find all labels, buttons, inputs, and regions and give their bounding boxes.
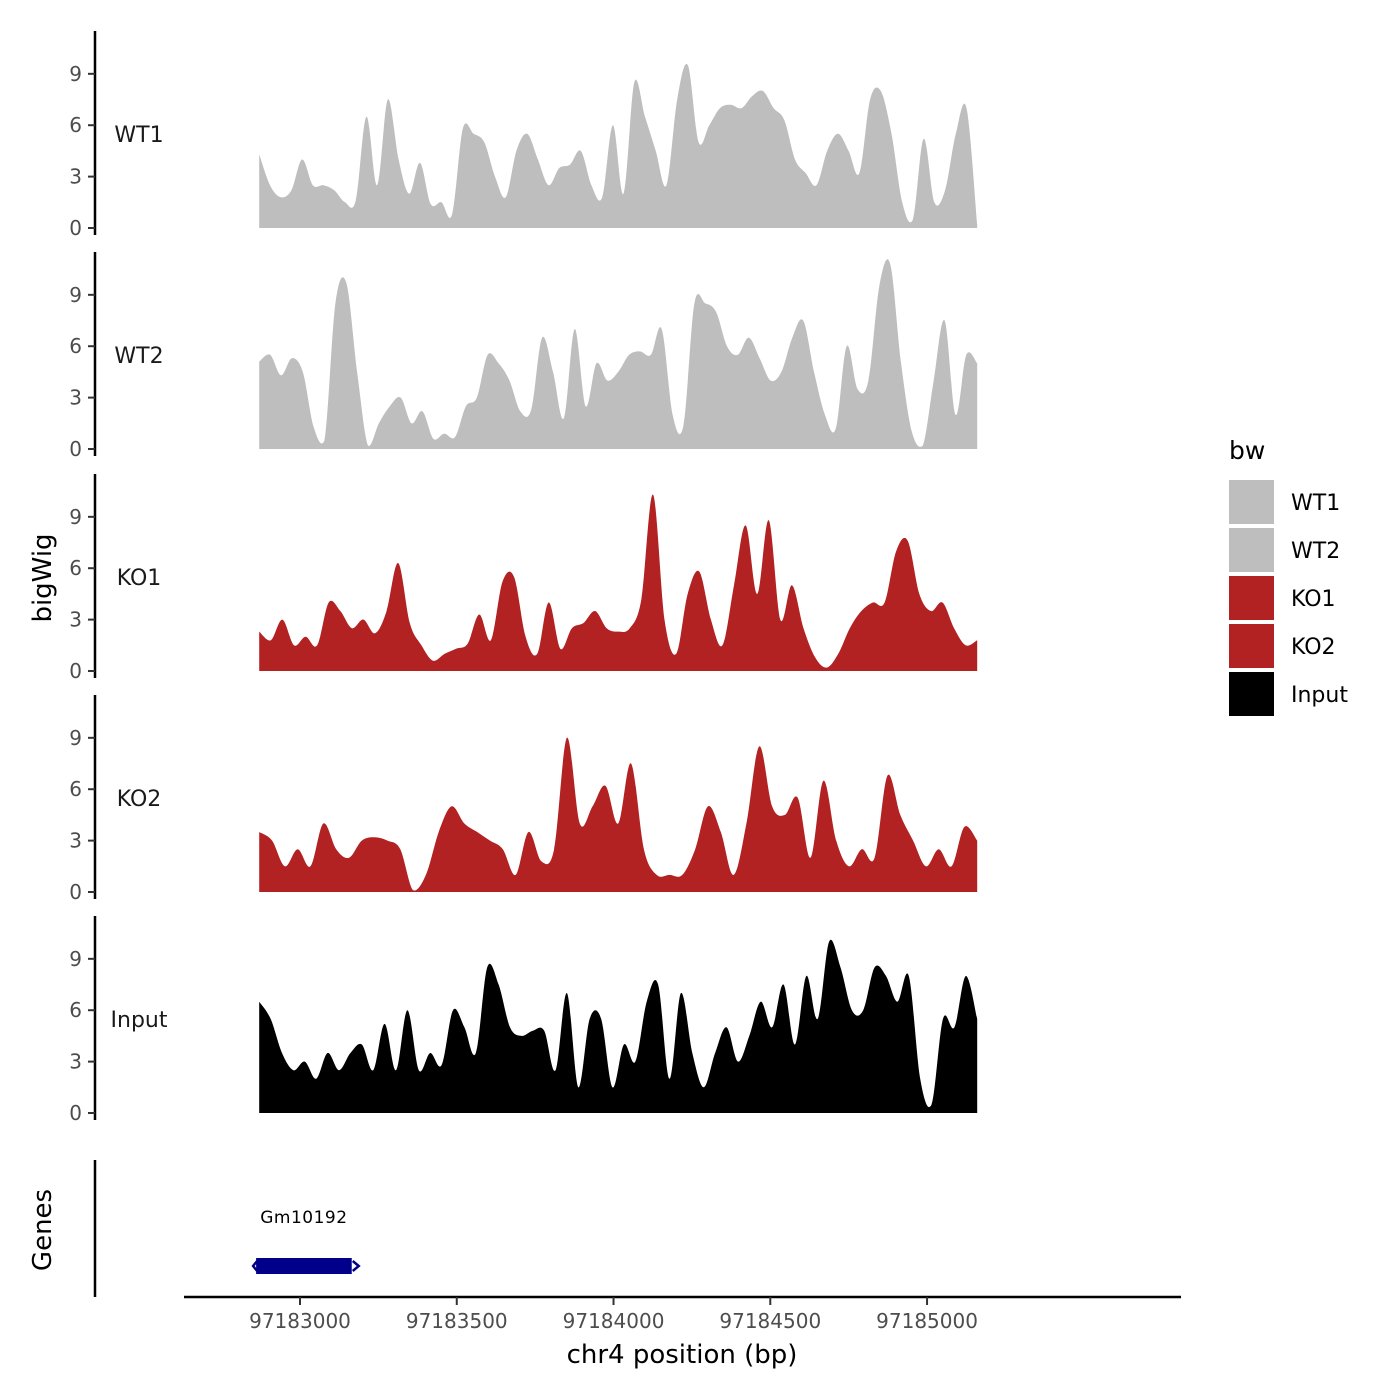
legend-item-wt1: WT1: [1229, 480, 1340, 524]
y-tick-label: 9: [69, 62, 82, 86]
gene-track: Gm10192: [93, 1160, 361, 1297]
legend-label: WT1: [1291, 491, 1340, 516]
area-wt2: [259, 259, 978, 449]
area-input: [259, 939, 978, 1113]
y-tick-label: 9: [69, 505, 82, 529]
legend-title: bw: [1229, 436, 1265, 465]
legend-label: WT2: [1291, 539, 1340, 564]
y-tick-label: 9: [69, 726, 82, 750]
legend-key: [1229, 672, 1274, 716]
y-axis-title: bigWig: [28, 533, 58, 622]
y-tick-label: 0: [69, 659, 82, 683]
y-tick-label: 0: [69, 880, 82, 904]
legend-label: KO2: [1291, 635, 1336, 660]
legend-item-wt2: WT2: [1229, 528, 1340, 572]
x-tick-label: 97184000: [563, 1309, 665, 1333]
legend: bw WT1 WT2 KO1 KO2 Input: [1229, 436, 1348, 716]
legend-key: [1229, 528, 1274, 572]
track-label-ko2: KO2: [117, 787, 162, 812]
y-tick-label: 6: [69, 777, 82, 801]
y-tick-label: 9: [69, 947, 82, 971]
x-tick-label: 97184500: [719, 1309, 821, 1333]
y-tick-label: 3: [69, 386, 82, 410]
track-ko1: 0 3 6 9 KO1: [69, 474, 978, 683]
track-input: 0 3 6 9 Input: [69, 916, 978, 1125]
track-label-input: Input: [111, 1008, 168, 1033]
tracks-area: 0 3 6 9 WT1 0 3 6 9 WT2 0 3 6 9 KO1 0 3 6 9 KO2 0 3 6 9 Input: [69, 31, 978, 1125]
y-tick-label: 0: [69, 1101, 82, 1125]
legend-key: [1229, 480, 1274, 524]
gene-body: [256, 1258, 352, 1274]
track-label-wt2: WT2: [114, 344, 163, 369]
y-tick-label: 0: [69, 437, 82, 461]
gene-label: Gm10192: [260, 1208, 347, 1228]
track-wt1: 0 3 6 9 WT1: [69, 31, 978, 240]
track-label-ko1: KO1: [117, 566, 162, 591]
legend-key: [1229, 624, 1274, 668]
track-wt2: 0 3 6 9 WT2: [69, 252, 978, 461]
gene-strand-arrow: [351, 1260, 361, 1272]
legend-key: [1229, 576, 1274, 620]
genes-track-title: Genes: [28, 1189, 58, 1271]
x-axis-title: chr4 position (bp): [567, 1340, 798, 1370]
legend-item-ko1: KO1: [1229, 576, 1336, 620]
track-label-wt1: WT1: [114, 123, 163, 148]
y-tick-label: 3: [69, 829, 82, 853]
y-tick-label: 6: [69, 998, 82, 1022]
y-tick-label: 6: [69, 334, 82, 358]
gene-start-marker: [251, 1260, 259, 1272]
legend-label: Input: [1291, 683, 1348, 708]
legend-item-input: Input: [1229, 672, 1348, 716]
gene-gm10192: Gm10192: [251, 1208, 361, 1274]
legend-item-ko2: KO2: [1229, 624, 1336, 668]
y-tick-label: 0: [69, 216, 82, 240]
y-tick-label: 6: [69, 113, 82, 137]
x-tick-label: 97183500: [406, 1309, 508, 1333]
y-tick-label: 3: [69, 608, 82, 632]
x-tick-label: 97183000: [249, 1309, 351, 1333]
x-axis: 97183000 97183500 97184000 97184500 97185000: [184, 1295, 1181, 1333]
legend-label: KO1: [1291, 587, 1336, 612]
area-ko2: [259, 737, 978, 892]
area-wt1: [259, 63, 978, 228]
y-tick-label: 3: [69, 165, 82, 189]
y-tick-label: 6: [69, 556, 82, 580]
y-tick-label: 9: [69, 283, 82, 307]
x-tick-label: 97185000: [876, 1309, 978, 1333]
y-tick-label: 3: [69, 1050, 82, 1074]
track-ko2: 0 3 6 9 KO2: [69, 695, 978, 904]
area-ko1: [259, 494, 978, 671]
